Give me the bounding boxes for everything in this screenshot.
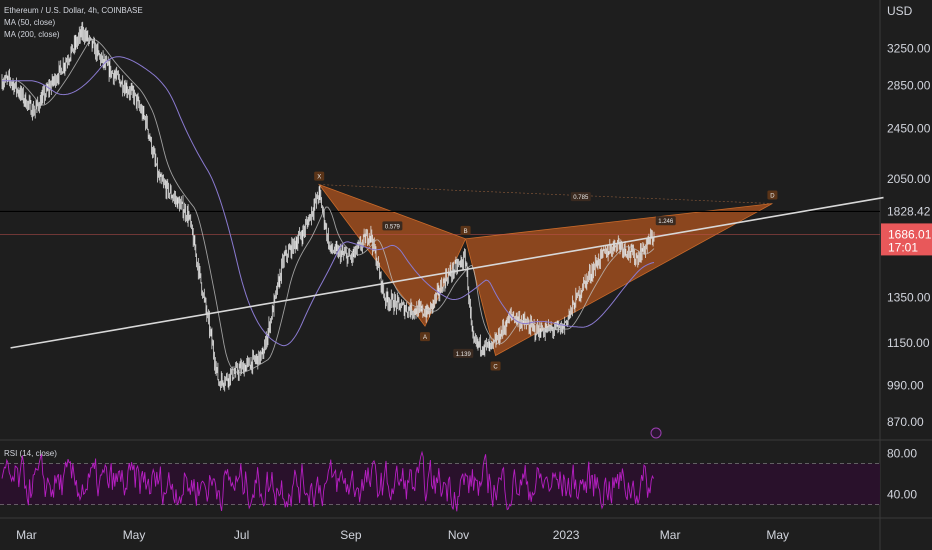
time-tick-label: May [766, 528, 789, 542]
price-tick-label: 3250.00 [887, 41, 931, 55]
rsi-tick-label: 40.00 [887, 487, 917, 501]
rsi-pane[interactable]: 80.00 40.00 [0, 446, 917, 512]
pattern-point-badge [460, 225, 471, 235]
pattern-triangle-bcd [465, 203, 773, 357]
time-tick-label: Sep [340, 528, 362, 542]
time-tick-label: May [123, 528, 146, 542]
time-tick-label: Mar [16, 528, 37, 542]
ratio-badge [382, 221, 403, 231]
pattern-point-b[interactable]: B [464, 229, 468, 235]
current-price-value: 1686.01 [888, 227, 932, 241]
level-tick-label: 1828.42 [887, 204, 931, 218]
ma200-line[interactable] [2, 56, 655, 347]
time-axis[interactable]: Mar May Jul Sep Nov 2023 Mar May [16, 528, 789, 542]
ma200-legend[interactable]: MA (200, close) [4, 30, 60, 39]
price-tick-label: 1350.00 [887, 290, 931, 304]
price-tick-label: 870.00 [887, 415, 924, 429]
price-tick-label: 990.00 [887, 378, 924, 392]
rsi-legend[interactable]: RSI (14, close) [4, 449, 57, 458]
symbol-title: Ethereum / U.S. Dollar, 4h, COINBASE [4, 6, 143, 15]
pattern-point-badge [767, 190, 778, 200]
rsi-line[interactable] [1, 450, 655, 512]
price-tick-label: 1150.00 [887, 336, 930, 350]
ratio-label: 1.139 [456, 352, 472, 358]
price-tick-label: 2850.00 [887, 79, 931, 93]
time-tick-label: Jul [234, 528, 249, 542]
time-tick-label: Mar [660, 528, 681, 542]
time-tick-label: 2023 [553, 528, 580, 542]
level-badge [881, 203, 932, 220]
event-marker-icon[interactable] [650, 427, 662, 439]
ratio-badge [570, 192, 591, 202]
ratio-label: 1.246 [658, 219, 674, 225]
current-price-badge[interactable] [881, 223, 932, 256]
ratio-label: 0.785 [573, 195, 589, 201]
pattern-point-x[interactable]: X [317, 175, 321, 181]
ratio-label: 0.579 [385, 224, 401, 230]
candles [1, 21, 655, 392]
ma50-legend[interactable]: MA (50, close) [4, 18, 56, 27]
ma50-line[interactable] [2, 39, 655, 374]
price-tick-label: 2050.00 [887, 172, 931, 186]
countdown-value: 17:01 [888, 240, 918, 254]
pattern-point-badge [490, 361, 501, 371]
rsi-tick-label: 80.00 [887, 446, 917, 460]
pattern-point-badge [420, 332, 431, 342]
pattern-point-badge [314, 171, 325, 181]
price-tick-label: 2450.00 [887, 121, 931, 135]
trendline[interactable] [10, 196, 884, 349]
pattern-point-a[interactable]: A [423, 335, 427, 341]
ratio-badge [453, 348, 474, 358]
currency-label: USD [887, 4, 913, 18]
pattern-point-c[interactable]: C [493, 364, 498, 370]
pattern-point-d[interactable]: D [770, 194, 775, 200]
time-tick-label: Nov [448, 528, 469, 542]
ratio-badge [655, 216, 676, 226]
price-axis[interactable]: 3250.00 2850.00 2450.00 2050.00 1828.42 1350.… [881, 4, 932, 429]
